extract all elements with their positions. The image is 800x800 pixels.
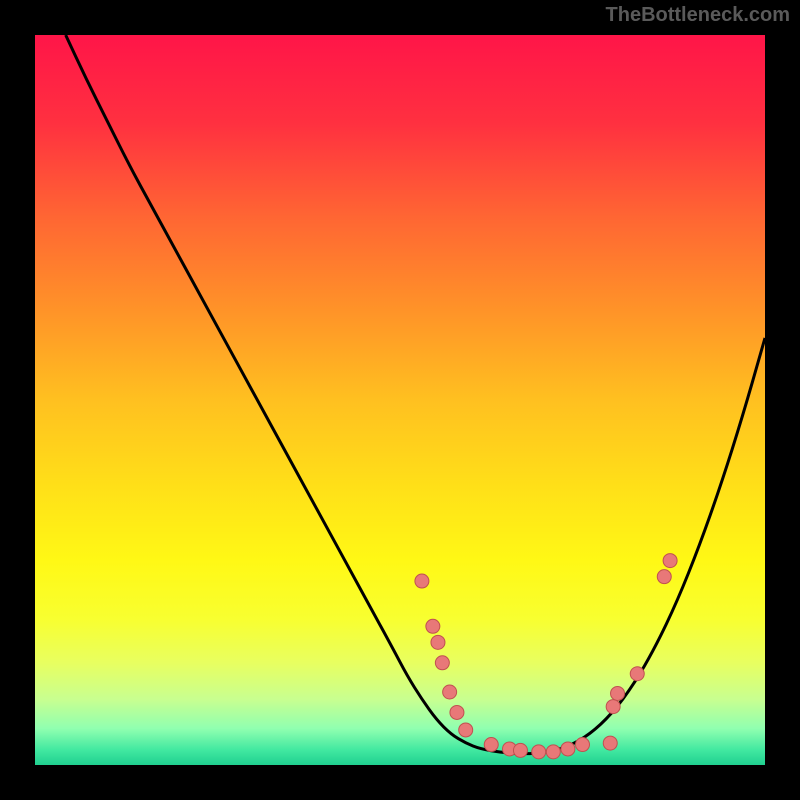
data-marker [576, 738, 590, 752]
data-marker [606, 700, 620, 714]
data-marker [431, 635, 445, 649]
data-marker [484, 738, 498, 752]
data-marker [513, 743, 527, 757]
data-marker [415, 574, 429, 588]
data-marker [611, 686, 625, 700]
watermark-text: TheBottleneck.com [606, 4, 790, 27]
data-marker [532, 745, 546, 759]
chart-svg [35, 35, 765, 765]
data-marker [459, 723, 473, 737]
data-marker [630, 667, 644, 681]
data-marker [426, 619, 440, 633]
data-marker [435, 656, 449, 670]
data-marker [443, 685, 457, 699]
data-marker [603, 736, 617, 750]
data-marker [561, 742, 575, 756]
data-marker [546, 745, 560, 759]
plot-area [35, 35, 765, 765]
gradient-background [35, 35, 765, 765]
data-marker [663, 554, 677, 568]
data-marker [657, 570, 671, 584]
data-marker [450, 705, 464, 719]
